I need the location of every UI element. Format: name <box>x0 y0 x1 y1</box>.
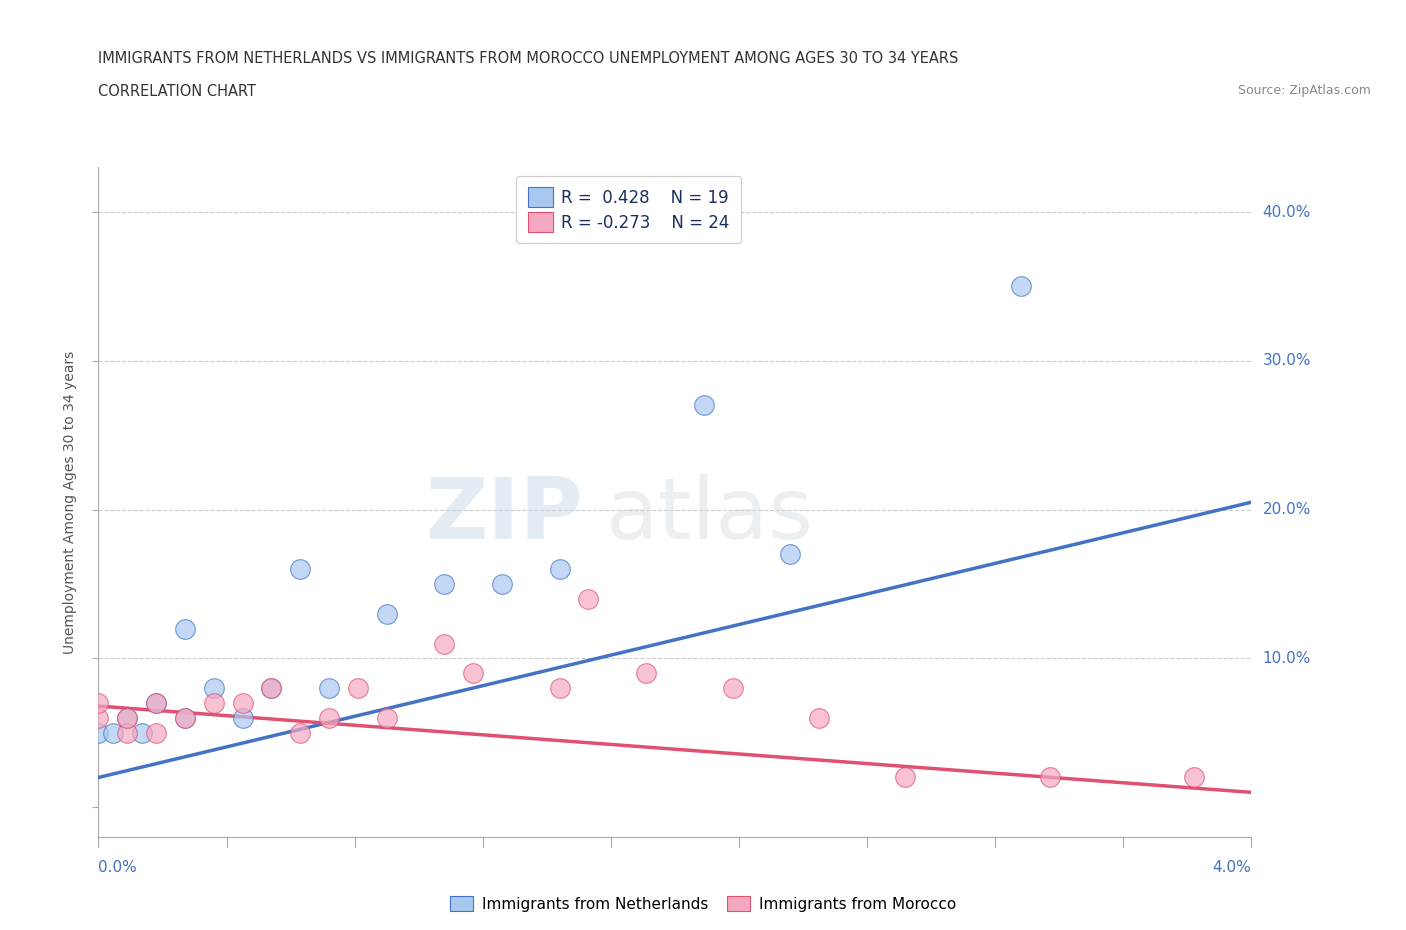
Point <box>578 591 600 606</box>
Point <box>117 711 138 725</box>
Point <box>131 725 153 740</box>
Point <box>636 666 658 681</box>
Text: 0.0%: 0.0% <box>98 860 138 875</box>
Text: IMMIGRANTS FROM NETHERLANDS VS IMMIGRANTS FROM MOROCCO UNEMPLOYMENT AMONG AGES 3: IMMIGRANTS FROM NETHERLANDS VS IMMIGRANT… <box>98 51 959 66</box>
Point <box>721 681 744 696</box>
Point <box>202 681 225 696</box>
Text: Source: ZipAtlas.com: Source: ZipAtlas.com <box>1237 84 1371 97</box>
Text: 20.0%: 20.0% <box>1263 502 1310 517</box>
Point <box>231 696 254 711</box>
Point <box>174 711 197 725</box>
Point <box>433 636 456 651</box>
Point <box>346 681 368 696</box>
Point <box>1182 770 1205 785</box>
Point <box>491 577 513 591</box>
Point <box>174 621 197 636</box>
Point <box>548 681 571 696</box>
Point <box>174 711 197 725</box>
Text: 30.0%: 30.0% <box>1263 353 1310 368</box>
Legend: R =  0.428    N = 19, R = -0.273    N = 24: R = 0.428 N = 19, R = -0.273 N = 24 <box>516 176 741 244</box>
Text: 4.0%: 4.0% <box>1212 860 1251 875</box>
Point <box>145 725 167 740</box>
Point <box>807 711 830 725</box>
Text: atlas: atlas <box>606 474 814 557</box>
Point <box>375 711 398 725</box>
Text: 10.0%: 10.0% <box>1263 651 1310 666</box>
Point <box>231 711 254 725</box>
Point <box>87 711 110 725</box>
Point <box>117 711 138 725</box>
Point <box>318 681 340 696</box>
Point <box>894 770 917 785</box>
Point <box>87 696 110 711</box>
Point <box>375 606 398 621</box>
Point <box>260 681 283 696</box>
Point <box>202 696 225 711</box>
Point <box>290 562 312 577</box>
Text: 40.0%: 40.0% <box>1263 205 1310 219</box>
Y-axis label: Unemployment Among Ages 30 to 34 years: Unemployment Among Ages 30 to 34 years <box>63 351 77 654</box>
Point <box>145 696 167 711</box>
Point <box>117 725 138 740</box>
Point <box>318 711 340 725</box>
Point <box>87 725 110 740</box>
Point <box>101 725 124 740</box>
Legend: Immigrants from Netherlands, Immigrants from Morocco: Immigrants from Netherlands, Immigrants … <box>444 889 962 918</box>
Point <box>779 547 801 562</box>
Point <box>433 577 456 591</box>
Text: ZIP: ZIP <box>425 474 582 557</box>
Point <box>260 681 283 696</box>
Point <box>290 725 312 740</box>
Point <box>1010 279 1032 294</box>
Point <box>693 398 716 413</box>
Text: CORRELATION CHART: CORRELATION CHART <box>98 84 256 99</box>
Point <box>1038 770 1062 785</box>
Point <box>548 562 571 577</box>
Point <box>145 696 167 711</box>
Point <box>461 666 484 681</box>
